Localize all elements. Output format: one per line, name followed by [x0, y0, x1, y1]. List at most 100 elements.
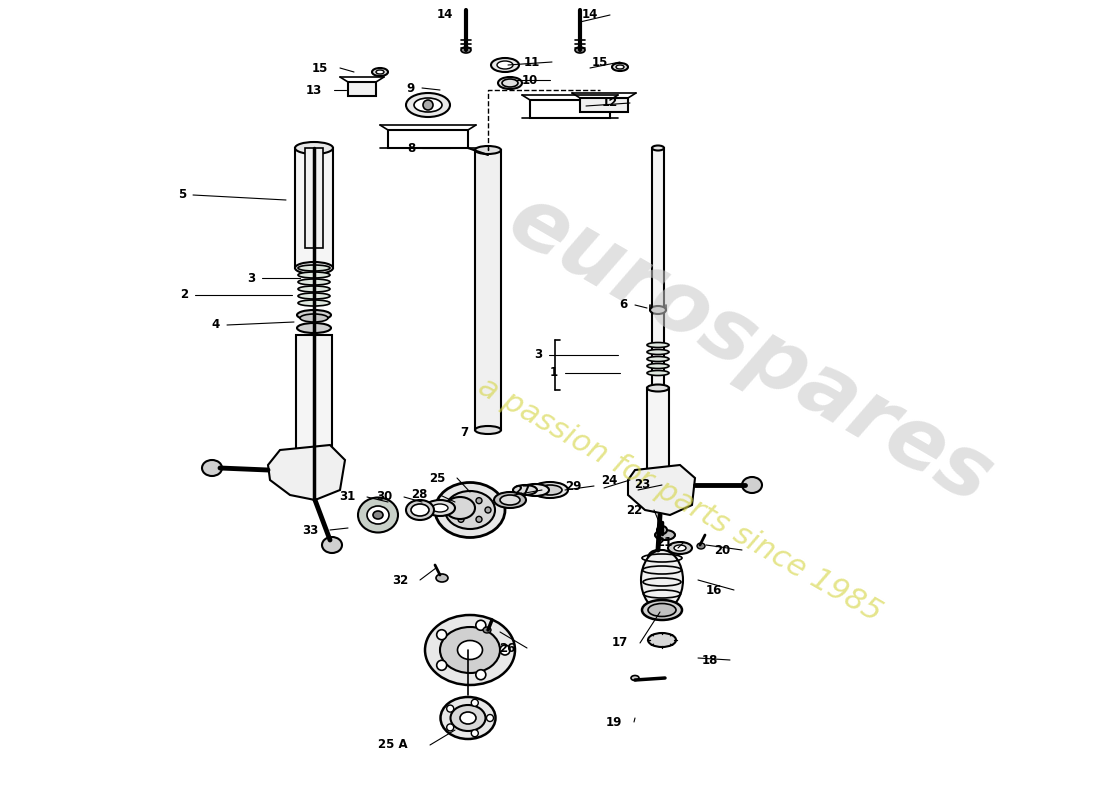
Text: 30: 30 [376, 490, 392, 503]
Ellipse shape [440, 697, 495, 739]
Ellipse shape [461, 47, 471, 53]
Ellipse shape [616, 65, 624, 69]
Text: eurospares: eurospares [494, 178, 1006, 522]
Text: 26: 26 [498, 642, 515, 654]
Text: 23: 23 [634, 478, 650, 491]
Text: 15: 15 [311, 62, 328, 74]
Ellipse shape [483, 627, 491, 633]
Text: a passion for parts since 1985: a passion for parts since 1985 [473, 372, 887, 628]
Text: 9: 9 [407, 82, 415, 94]
Ellipse shape [497, 61, 513, 69]
Text: 27: 27 [514, 483, 530, 497]
Text: 1: 1 [550, 366, 558, 379]
Ellipse shape [647, 342, 669, 347]
Ellipse shape [647, 363, 669, 369]
Text: 4: 4 [211, 318, 220, 331]
Circle shape [476, 516, 482, 522]
Text: 18: 18 [702, 654, 718, 666]
Ellipse shape [648, 550, 668, 566]
Ellipse shape [406, 93, 450, 117]
Ellipse shape [647, 357, 669, 362]
Text: 8: 8 [407, 142, 415, 154]
Ellipse shape [642, 600, 682, 620]
Text: 24: 24 [602, 474, 618, 486]
Ellipse shape [648, 633, 676, 647]
Ellipse shape [668, 542, 692, 554]
Circle shape [486, 714, 494, 722]
Circle shape [458, 516, 464, 522]
Circle shape [447, 705, 453, 712]
Ellipse shape [521, 484, 549, 496]
Circle shape [471, 699, 478, 706]
Ellipse shape [513, 485, 537, 495]
Text: 25 A: 25 A [378, 738, 408, 751]
Text: 3: 3 [534, 349, 542, 362]
Circle shape [447, 724, 453, 731]
Ellipse shape [475, 426, 500, 434]
Text: 20: 20 [714, 543, 730, 557]
Circle shape [437, 660, 447, 670]
Ellipse shape [372, 68, 388, 76]
Ellipse shape [373, 511, 383, 519]
Ellipse shape [297, 323, 331, 333]
Ellipse shape [647, 505, 669, 511]
Ellipse shape [440, 627, 500, 673]
Text: 33: 33 [301, 523, 318, 537]
Ellipse shape [322, 537, 342, 553]
Text: 31: 31 [339, 490, 355, 503]
Ellipse shape [697, 543, 705, 549]
Ellipse shape [358, 498, 398, 533]
Ellipse shape [575, 47, 585, 53]
Ellipse shape [491, 58, 519, 72]
Circle shape [476, 498, 482, 504]
Circle shape [437, 630, 447, 640]
Ellipse shape [414, 98, 442, 112]
Ellipse shape [202, 460, 222, 476]
Text: 10: 10 [521, 74, 538, 86]
Ellipse shape [475, 146, 500, 154]
Ellipse shape [498, 77, 522, 89]
Ellipse shape [674, 545, 686, 551]
Ellipse shape [432, 504, 448, 512]
Ellipse shape [376, 70, 384, 74]
Text: 14: 14 [437, 9, 453, 22]
Ellipse shape [295, 262, 333, 274]
Text: 22: 22 [626, 503, 642, 517]
Polygon shape [628, 465, 695, 515]
Ellipse shape [295, 142, 333, 154]
Circle shape [476, 670, 486, 680]
Bar [295, 148, 333, 268]
Circle shape [500, 645, 510, 655]
Ellipse shape [298, 265, 330, 271]
Ellipse shape [367, 506, 389, 524]
Text: 13: 13 [306, 83, 322, 97]
Ellipse shape [538, 485, 562, 495]
Ellipse shape [436, 574, 448, 582]
Ellipse shape [494, 492, 526, 508]
Ellipse shape [297, 310, 331, 320]
FancyBboxPatch shape [530, 100, 610, 118]
Text: 2: 2 [180, 289, 188, 302]
Text: 19: 19 [606, 715, 621, 729]
Circle shape [485, 507, 491, 513]
Text: 11: 11 [524, 55, 540, 69]
Text: 5: 5 [178, 189, 186, 202]
Ellipse shape [612, 63, 628, 71]
Ellipse shape [532, 482, 568, 498]
Ellipse shape [425, 500, 455, 516]
Ellipse shape [647, 370, 669, 375]
Ellipse shape [446, 491, 495, 529]
FancyBboxPatch shape [580, 98, 628, 112]
Ellipse shape [298, 300, 330, 306]
Ellipse shape [650, 306, 666, 314]
FancyBboxPatch shape [388, 130, 467, 148]
Ellipse shape [298, 279, 330, 285]
Ellipse shape [411, 504, 429, 516]
Ellipse shape [451, 705, 485, 731]
Ellipse shape [406, 500, 434, 520]
Text: 15: 15 [592, 55, 608, 69]
Ellipse shape [460, 712, 476, 724]
Ellipse shape [298, 272, 330, 278]
Text: 7: 7 [460, 426, 467, 438]
Ellipse shape [652, 146, 664, 150]
